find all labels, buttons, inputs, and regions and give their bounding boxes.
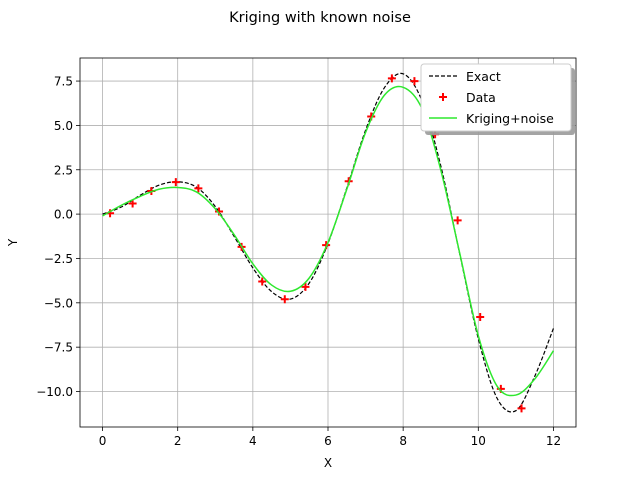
data-point: [128, 199, 137, 208]
x-tick-label: 6: [324, 434, 332, 448]
legend-box: [420, 63, 572, 132]
y-tick-label: −5.0: [44, 296, 73, 310]
y-tick-label: −7.5: [44, 341, 73, 355]
axis-ticks: 0 2 4 6 8 10 12 −10.0 −7.5 −5.0 −2.5 0.0 2.5 5.0 7.5: [36, 75, 561, 448]
series-layer: [102, 72, 555, 413]
y-tick-label: 0.0: [54, 208, 73, 222]
data-point: [280, 295, 289, 304]
x-tick-label: 0: [99, 434, 107, 448]
x-tick-label: 10: [471, 434, 486, 448]
data-point: [476, 313, 485, 322]
data-point: [387, 74, 396, 83]
data-point: [258, 277, 267, 286]
data-point: [453, 216, 462, 225]
data-point: [301, 282, 310, 291]
x-tick-label: 4: [249, 434, 257, 448]
data-point: [171, 178, 180, 187]
legend-exact-label: Exact: [466, 69, 501, 84]
x-tick-label: 8: [399, 434, 407, 448]
y-axis-label: Y: [6, 238, 20, 247]
y-tick-label: 2.5: [54, 163, 73, 177]
data-point: [410, 77, 419, 86]
legend-kriging-label: Kriging+noise: [466, 111, 554, 126]
y-tick-label: −10.0: [36, 385, 73, 399]
x-tick-label: 2: [174, 434, 182, 448]
x-axis-label: X: [324, 456, 332, 470]
y-tick-label: −2.5: [44, 252, 73, 266]
data-point: [517, 404, 526, 413]
kriging-series-line: [102, 85, 555, 397]
legend: Exact Data Kriging+noise: [420, 63, 575, 135]
chart-title: Kriging with known noise: [229, 10, 411, 26]
grid-lines: [80, 58, 576, 427]
x-tick-label: 12: [546, 434, 561, 448]
y-tick-label: 5.0: [54, 119, 73, 133]
legend-data-label: Data: [466, 90, 496, 105]
y-tick-label: 7.5: [54, 75, 73, 89]
data-point: [194, 184, 203, 193]
legend-data-swatch: [439, 93, 447, 101]
